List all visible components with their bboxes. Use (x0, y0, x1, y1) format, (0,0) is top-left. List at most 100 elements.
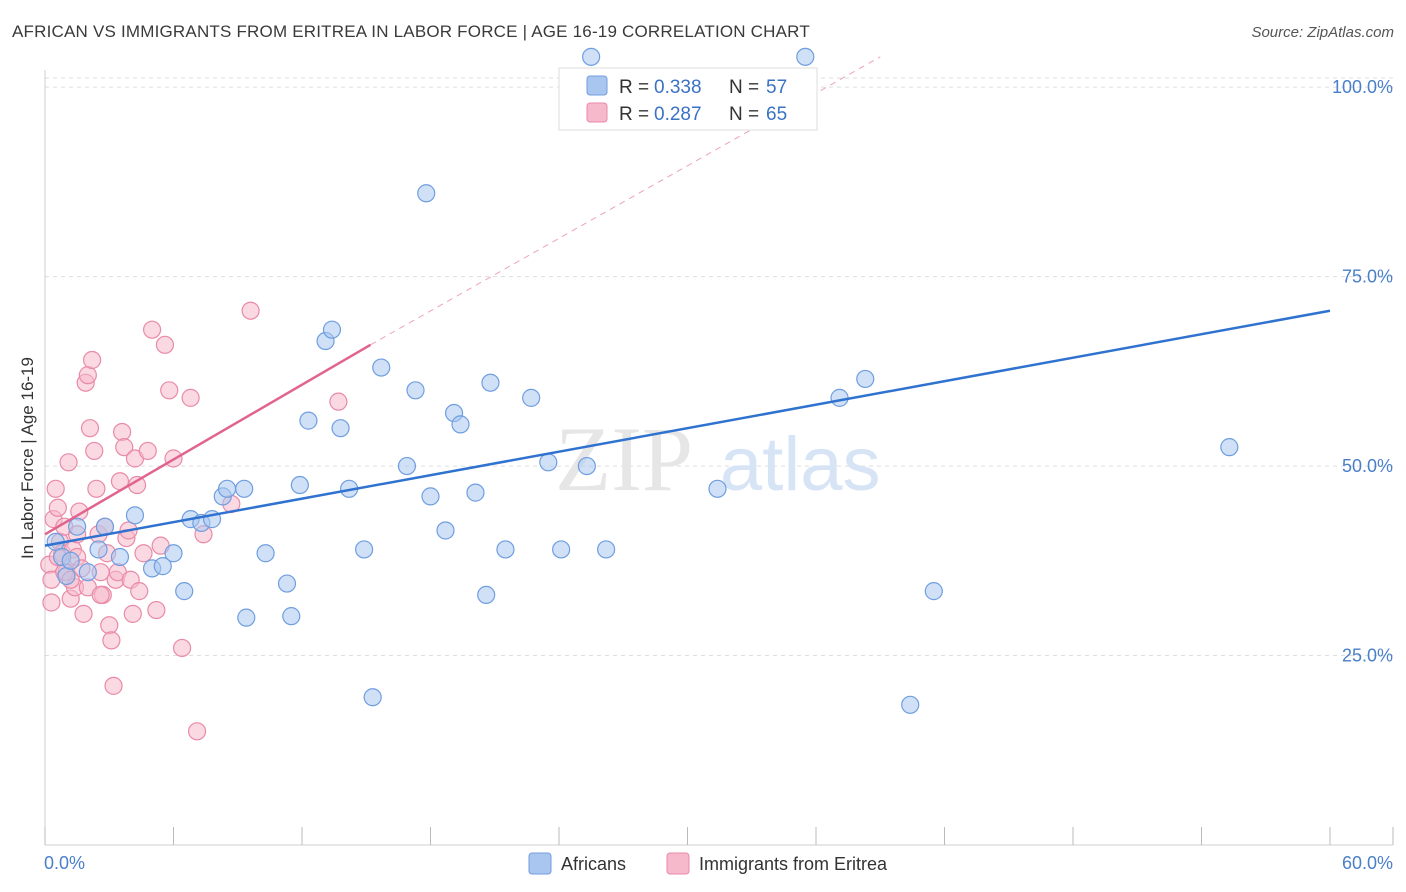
bottom-legend-swatch-africans (528, 852, 552, 875)
watermark-zip: ZIP (555, 408, 693, 510)
eritrea-point-39 (123, 604, 142, 623)
africans-point-27 (322, 320, 342, 339)
bottom-legend-swatch-eritrea (666, 852, 690, 875)
africans-point-5 (78, 563, 97, 582)
africans-point-21 (256, 544, 275, 563)
series-eritrea-points (40, 301, 348, 741)
africans-point-52 (856, 369, 875, 389)
africans-point-22 (277, 574, 297, 593)
x-tick-label-max: 60.0% (1342, 853, 1393, 873)
africans-point-54 (924, 582, 943, 601)
eritrea-point-21 (85, 441, 104, 461)
africans-point-47 (577, 456, 596, 476)
eritrea-point-53 (187, 722, 207, 741)
source-label: Source: ZipAtlas.com (1251, 24, 1394, 41)
eritrea-point-44 (138, 441, 157, 461)
africans-point-44 (522, 388, 541, 407)
africans-point-36 (421, 487, 440, 506)
eritrea-point-9 (59, 453, 78, 472)
africans-point-35 (417, 184, 436, 203)
eritrea-point-57 (329, 392, 348, 411)
legend-eritrea-n-value: 65 (766, 104, 787, 125)
africans-point-39 (451, 415, 470, 434)
gridlines (45, 77, 1393, 657)
africans-point-6 (89, 540, 108, 559)
trend-line-africans (44, 309, 1331, 547)
eritrea-point-49 (160, 381, 179, 400)
africans-point-55 (1220, 438, 1239, 457)
africans-point-43 (496, 540, 515, 559)
africans-point-37 (436, 521, 455, 540)
africans-point-50 (796, 47, 815, 66)
eritrea-point-28 (100, 616, 119, 635)
africans-point-46 (552, 540, 571, 559)
top-legend: R = 0.338 N = 57 R = 0.287 N = 65 (558, 67, 818, 131)
x-tick-label-min: 0.0% (44, 853, 85, 873)
bottom-legend: Africans Immigrants from Eritrea (528, 852, 888, 875)
africans-point-20 (237, 608, 256, 627)
africans-point-33 (397, 456, 417, 476)
legend-africans-n-value: 57 (766, 77, 787, 98)
y-tick-label-50: 50.0% (1342, 456, 1393, 476)
africans-point-2 (57, 566, 76, 586)
africans-point-11 (153, 557, 172, 576)
eritrea-point-4 (48, 498, 67, 517)
chart-title: AFRICAN VS IMMIGRANTS FROM ERITREA IN LA… (12, 22, 810, 41)
africans-point-32 (372, 358, 391, 377)
africans-point-41 (477, 585, 496, 605)
africans-point-8 (110, 547, 130, 567)
legend-swatch-eritrea (586, 102, 608, 123)
eritrea-point-43 (134, 544, 153, 563)
legend-africans-r-value: 0.338 (654, 77, 702, 98)
eritrea-point-34 (112, 422, 132, 442)
series-africans-points (46, 47, 1239, 714)
africans-point-49 (708, 479, 727, 498)
africans-point-53 (901, 695, 920, 714)
legend-africans-r-label: R = (619, 77, 649, 98)
africans-point-30 (355, 540, 374, 559)
eritrea-point-3 (46, 479, 65, 498)
eritrea-point-58 (42, 593, 61, 612)
africans-point-19 (235, 479, 254, 498)
africans-point-51 (830, 388, 849, 407)
africans-point-25 (299, 411, 318, 430)
legend-africans-n-label: N = (729, 77, 759, 98)
africans-point-42 (481, 373, 500, 392)
africans-point-4 (68, 517, 87, 536)
trend-line-eritrea (44, 343, 372, 536)
eritrea-point-19 (80, 419, 100, 438)
x-axis-ticks (44, 827, 1394, 845)
eritrea-point-52 (181, 388, 200, 407)
legend-eritrea-r-label: R = (619, 104, 649, 125)
africans-point-45 (539, 453, 558, 472)
eritrea-point-29 (102, 631, 121, 650)
eritrea-point-42 (130, 582, 149, 601)
eritrea-point-51 (172, 638, 192, 658)
africans-point-13 (175, 582, 194, 601)
watermark-atlas: atlas (720, 422, 881, 507)
eritrea-point-64 (91, 585, 110, 605)
y-tick-label-75: 75.0% (1342, 267, 1393, 287)
legend-eritrea-r-value: 0.287 (654, 104, 702, 125)
eritrea-point-46 (147, 600, 166, 620)
africans-point-9 (125, 506, 145, 525)
bottom-legend-eritrea: Immigrants from Eritrea (699, 854, 888, 874)
africans-point-34 (406, 381, 425, 400)
africans-point-23 (282, 607, 301, 626)
bottom-legend-africans: Africans (561, 854, 626, 874)
africans-point-28 (331, 419, 350, 438)
y-tick-labels: 25.0% 50.0% 75.0% 100.0% (1332, 77, 1393, 665)
eritrea-point-16 (74, 604, 93, 623)
africans-point-3 (61, 551, 80, 570)
africans-point-56 (582, 47, 601, 66)
africans-point-48 (597, 540, 616, 559)
legend-swatch-africans (586, 75, 608, 96)
y-tick-label-25: 25.0% (1342, 646, 1393, 666)
africans-point-31 (363, 688, 382, 707)
africans-point-18 (217, 479, 237, 498)
africans-point-12 (164, 544, 183, 563)
y-axis-label: In Labor Force | Age 16-19 (18, 357, 37, 559)
eritrea-point-22 (87, 479, 106, 498)
eritrea-point-45 (142, 320, 162, 339)
